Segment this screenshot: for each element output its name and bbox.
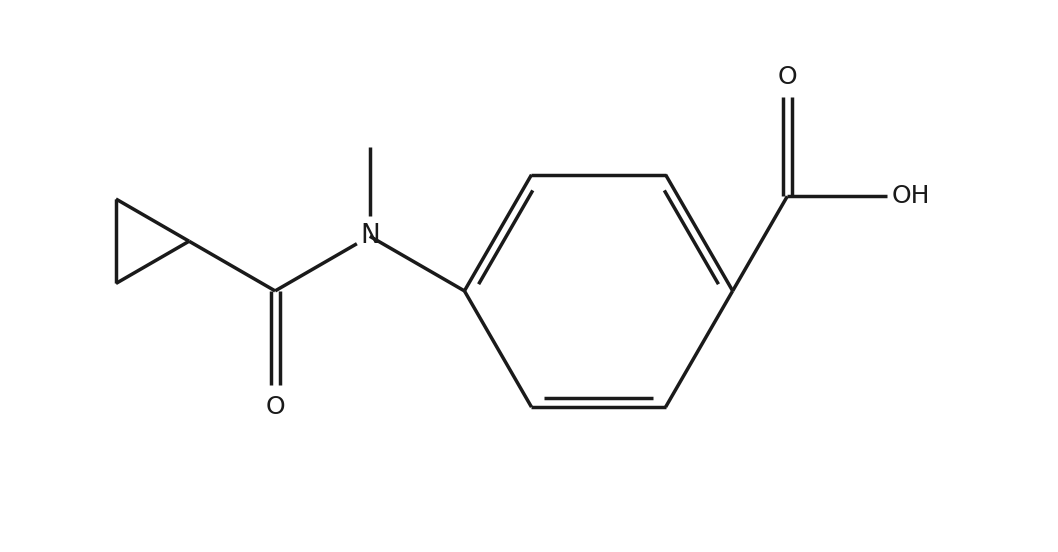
- Text: N: N: [360, 223, 380, 250]
- Text: O: O: [266, 395, 285, 419]
- Text: O: O: [778, 65, 797, 89]
- Text: OH: OH: [892, 184, 930, 208]
